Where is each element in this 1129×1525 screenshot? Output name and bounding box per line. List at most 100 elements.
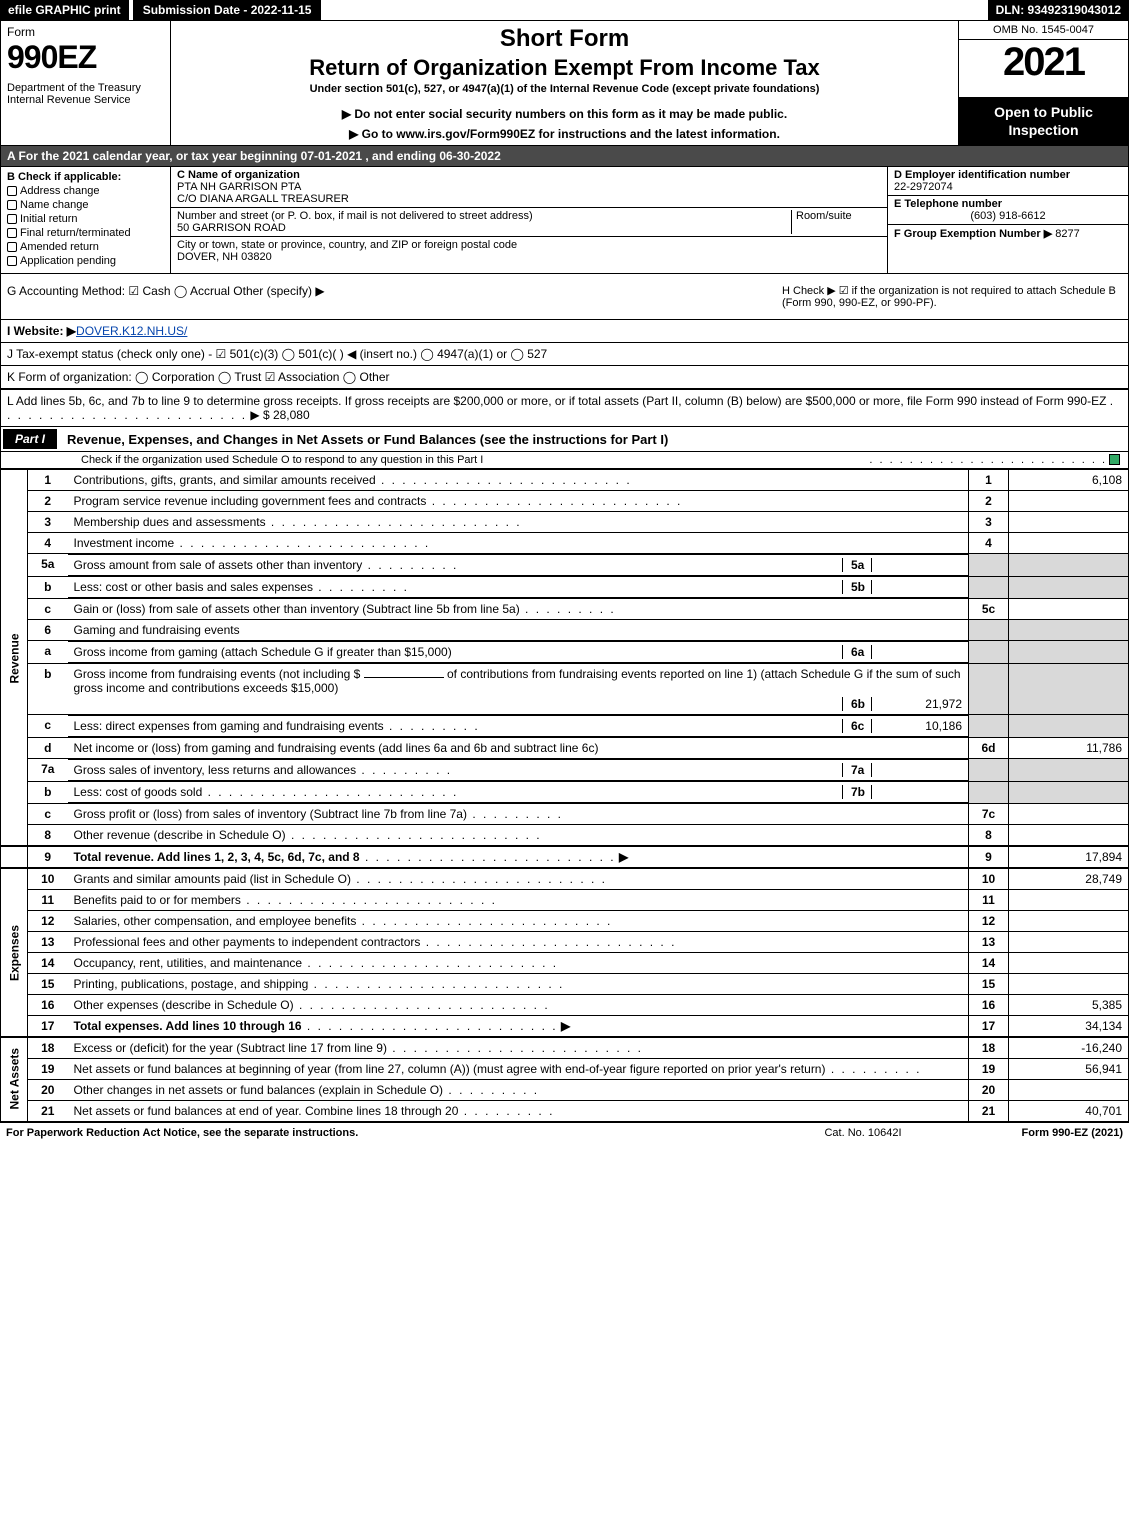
header-right: OMB No. 1545-0047 2021 Open to Public In… [958,21,1128,145]
top-bar: efile GRAPHIC print Submission Date - 20… [0,0,1129,21]
val-6c: 10,186 [872,719,962,733]
revenue-label: Revenue [1,470,28,847]
org-address: 50 GARRISON ROAD [177,222,791,234]
row-gh: G Accounting Method: ☑ Cash ◯ Accrual Ot… [0,274,1129,320]
line-12: 12Salaries, other compensation, and empl… [1,911,1129,932]
form-number: 990EZ [7,39,164,76]
row-i: I Website: ▶DOVER.K12.NH.US/ [0,320,1129,343]
room-suite: Room/suite [791,210,881,234]
row-g: G Accounting Method: ☑ Cash ◯ Accrual Ot… [7,284,782,309]
line-5a: 5aGross amount from sale of assets other… [1,554,1129,577]
val-6b: 21,972 [872,697,962,711]
footer: For Paperwork Reduction Act Notice, see … [0,1122,1129,1143]
ssn-warning: ▶ Do not enter social security numbers o… [179,107,950,121]
c-name-row: C Name of organization PTA NH GARRISON P… [171,167,887,208]
val-6d: 11,786 [1009,738,1129,759]
row-a: A For the 2021 calendar year, or tax yea… [0,146,1129,167]
b-header: B Check if applicable: [7,171,164,183]
goto-link[interactable]: ▶ Go to www.irs.gov/Form990EZ for instru… [179,127,950,141]
line-13: 13Professional fees and other payments t… [1,932,1129,953]
header-mid: Short Form Return of Organization Exempt… [171,21,958,145]
chk-application-pending[interactable]: Application pending [7,255,164,267]
phone-value: (603) 918-6612 [894,210,1122,222]
col-cdef: C Name of organization PTA NH GARRISON P… [171,167,1128,273]
line-3: 3Membership dues and assessments3 [1,512,1129,533]
line-16: 16Other expenses (describe in Schedule O… [1,995,1129,1016]
val-16: 5,385 [1009,995,1129,1016]
part-i-tab: Part I [3,429,57,449]
net-assets-label: Net Assets [1,1037,28,1122]
org-name: PTA NH GARRISON PTA [177,181,881,193]
omb-number: OMB No. 1545-0047 [959,21,1128,40]
chk-amended-return[interactable]: Amended return [7,241,164,253]
form-ref: Form 990-EZ (2021) [963,1127,1123,1139]
schedule-o-check[interactable] [1109,454,1120,465]
chk-initial-return[interactable]: Initial return [7,213,164,225]
c-addr-row: Number and street (or P. O. box, if mail… [171,208,887,237]
val-21: 40,701 [1009,1101,1129,1122]
line-9: 9Total revenue. Add lines 1, 2, 3, 4, 5c… [1,846,1129,868]
dept-label: Department of the Treasury Internal Reve… [7,82,164,106]
row-j: J Tax-exempt status (check only one) - ☑… [0,343,1129,366]
line-6b: bGross income from fundraising events (n… [1,664,1129,715]
chk-final-return[interactable]: Final return/terminated [7,227,164,239]
col-b: B Check if applicable: Address change Na… [1,167,171,273]
part-i-title: Revenue, Expenses, and Changes in Net As… [59,432,668,447]
val-17: 34,134 [1009,1016,1129,1038]
form-header: Form 990EZ Department of the Treasury In… [0,21,1129,146]
org-city: DOVER, NH 03820 [177,251,881,263]
expenses-label: Expenses [1,868,28,1037]
line-6a: aGross income from gaming (attach Schedu… [1,641,1129,664]
val-19: 56,941 [1009,1059,1129,1080]
line-6d: dNet income or (loss) from gaming and fu… [1,738,1129,759]
line-20: 20Other changes in net assets or fund ba… [1,1080,1129,1101]
val-10: 28,749 [1009,868,1129,890]
line-7c: cGross profit or (loss) from sales of in… [1,804,1129,825]
line-8: 8Other revenue (describe in Schedule O)8 [1,825,1129,847]
row-e: E Telephone number(603) 918-6612 [888,196,1128,225]
org-co: C/O DIANA ARGALL TREASURER [177,193,881,205]
short-form-title: Short Form [179,25,950,53]
line-6: 6Gaming and fundraising events [1,620,1129,641]
row-d: D Employer identification number22-29720… [888,167,1128,196]
line-6c: cLess: direct expenses from gaming and f… [1,715,1129,738]
col-def: D Employer identification number22-29720… [888,167,1128,273]
c-city-row: City or town, state or province, country… [171,237,887,265]
block-bcdef: B Check if applicable: Address change Na… [0,167,1129,274]
line-17: 17Total expenses. Add lines 10 through 1… [1,1016,1129,1038]
row-h: H Check ▶ ☑ if the organization is not r… [782,284,1122,309]
form-label: Form [7,25,164,39]
submission-date: Submission Date - 2022-11-15 [133,0,322,20]
line-2: 2Program service revenue including gover… [1,491,1129,512]
city-label: City or town, state or province, country… [177,239,881,251]
row-l: L Add lines 5b, 6c, and 7b to line 9 to … [0,390,1129,427]
line-11: 11Benefits paid to or for members11 [1,890,1129,911]
chk-name-change[interactable]: Name change [7,199,164,211]
line-21: 21Net assets or fund balances at end of … [1,1101,1129,1122]
open-inspection: Open to Public Inspection [959,97,1128,145]
cat-no: Cat. No. 10642I [763,1127,963,1139]
line-5b: bLess: cost or other basis and sales exp… [1,576,1129,599]
addr-label: Number and street (or P. O. box, if mail… [177,210,791,222]
line-10: Expenses 10Grants and similar amounts pa… [1,868,1129,890]
val-9: 17,894 [1009,846,1129,868]
line-5c: cGain or (loss) from sale of assets othe… [1,599,1129,620]
line-14: 14Occupancy, rent, utilities, and mainte… [1,953,1129,974]
line-7a: 7aGross sales of inventory, less returns… [1,759,1129,782]
chk-address-change[interactable]: Address change [7,185,164,197]
group-exemption: 8277 [1055,228,1079,240]
line-7b: bLess: cost of goods sold7b [1,781,1129,804]
part-i-sub: Check if the organization used Schedule … [0,452,1129,469]
val-18: -16,240 [1009,1037,1129,1059]
line-19: 19Net assets or fund balances at beginni… [1,1059,1129,1080]
return-title: Return of Organization Exempt From Incom… [179,55,950,81]
website-link[interactable]: DOVER.K12.NH.US/ [76,324,187,338]
header-left: Form 990EZ Department of the Treasury In… [1,21,171,145]
row-f: F Group Exemption Number ▶ 8277 [888,225,1128,242]
line-18: Net Assets 18Excess or (deficit) for the… [1,1037,1129,1059]
tax-year: 2021 [959,40,1128,97]
under-section: Under section 501(c), 527, or 4947(a)(1)… [179,83,950,95]
efile-label: efile GRAPHIC print [0,0,129,20]
ein-value: 22-2972074 [894,181,953,193]
paperwork-notice: For Paperwork Reduction Act Notice, see … [6,1127,763,1139]
